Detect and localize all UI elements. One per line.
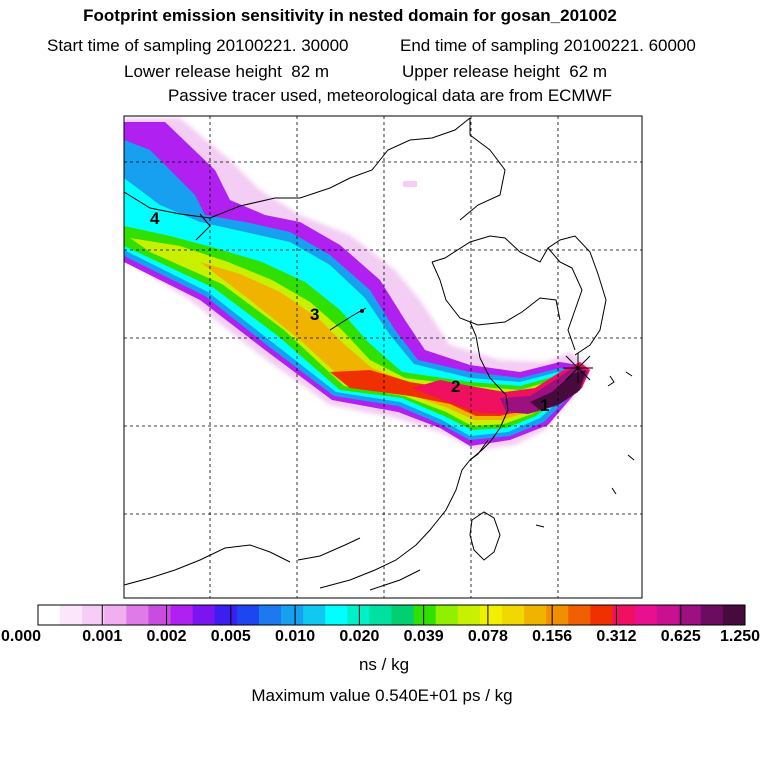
colorbar-tick-label: 0.020 bbox=[339, 628, 380, 645]
colorbar-cell bbox=[590, 605, 613, 625]
colorbar-cell bbox=[524, 605, 547, 625]
end-time-line: End time of sampling 20100221. 60000 bbox=[400, 36, 696, 56]
marker-2: 2 bbox=[451, 377, 460, 396]
colorbar-cell bbox=[479, 605, 503, 625]
colorbar-cell bbox=[82, 605, 105, 625]
marker-3: 3 bbox=[310, 305, 319, 324]
colorbar-cell bbox=[612, 605, 636, 625]
map-frame bbox=[123, 115, 643, 599]
colorbar-cell bbox=[435, 605, 459, 625]
marker-1: 1 bbox=[540, 396, 549, 415]
colorbar-tick-label: 0.156 bbox=[532, 628, 573, 645]
colorbar-cells bbox=[38, 605, 746, 625]
colorbar-tick-label: 0.001 bbox=[82, 628, 123, 645]
end-time-label: End time of sampling bbox=[400, 36, 559, 55]
colorbar-tick-label: 0.010 bbox=[275, 628, 316, 645]
colorbar-frame bbox=[37, 604, 746, 626]
colorbar-separators bbox=[101, 605, 682, 625]
colorbar-cell bbox=[236, 605, 260, 625]
colorbar-cell bbox=[281, 605, 304, 625]
lower-height-label: Lower release height bbox=[124, 62, 282, 81]
colorbar-cell bbox=[60, 605, 83, 625]
start-time-value: 20100221. 30000 bbox=[216, 36, 349, 55]
colorbar-cell bbox=[38, 605, 61, 625]
upper-height-value: 62 m bbox=[569, 62, 608, 81]
maximum-value: Maximum value 0.540E+01 ps / kg bbox=[251, 686, 513, 705]
colorbar-cell bbox=[656, 605, 680, 625]
start-time-label: Start time of sampling bbox=[47, 36, 212, 55]
colorbar-tick-label: 0.000 bbox=[0, 628, 42, 645]
colorbar-cell bbox=[546, 605, 569, 625]
colorbar-cell bbox=[501, 605, 525, 625]
colorbar-cell bbox=[258, 605, 282, 625]
colorbar-cell bbox=[722, 605, 746, 625]
start-time-line: Start time of sampling 20100221. 30000 bbox=[47, 36, 349, 56]
colorbar-tick-label: 0.039 bbox=[403, 628, 444, 645]
upper-height-label: Upper release height bbox=[402, 62, 560, 81]
grid-lines bbox=[124, 116, 642, 598]
upper-height-line: Upper release height 62 m bbox=[402, 62, 607, 82]
colorbar-cell bbox=[126, 605, 149, 625]
plume-orange bbox=[200, 262, 566, 420]
colorbar-cell bbox=[457, 605, 481, 625]
colorbar-tick-label: 0.002 bbox=[146, 628, 187, 645]
marker-4: 4 bbox=[150, 209, 160, 228]
colorbar-cell bbox=[104, 605, 127, 625]
colorbar-tick-label: 0.625 bbox=[660, 628, 701, 645]
colorbar-cell bbox=[148, 605, 172, 625]
colorbar-cell bbox=[413, 605, 437, 625]
colorbar-tick-label: 0.078 bbox=[467, 628, 508, 645]
colorbar-tick-label: 0.005 bbox=[210, 628, 251, 645]
receptor-dot bbox=[360, 309, 364, 313]
plume-layer bbox=[124, 118, 592, 450]
lower-height-value: 82 m bbox=[291, 62, 330, 81]
end-time-value: 20100221. 60000 bbox=[563, 36, 696, 55]
colorbar-cell bbox=[678, 605, 702, 625]
colorbar-cell bbox=[325, 605, 348, 625]
colorbar-cell bbox=[303, 605, 326, 625]
colorbar-cell bbox=[347, 605, 370, 625]
coastlines bbox=[124, 117, 635, 591]
colorbar-cell bbox=[391, 605, 415, 625]
colorbar-cell bbox=[634, 605, 658, 625]
colorbar-unit: ns / kg bbox=[358, 655, 410, 674]
colorbar-cell bbox=[568, 605, 591, 625]
colorbar-cell bbox=[214, 605, 238, 625]
lower-height-line: Lower release height 82 m bbox=[124, 62, 329, 82]
plume-peak bbox=[530, 370, 586, 410]
plume-deep bbox=[500, 366, 588, 414]
colorbar-tick-label: 1.250 bbox=[719, 628, 761, 645]
plume-patch bbox=[403, 181, 417, 187]
colorbar-cell bbox=[700, 605, 724, 625]
colorbar-tick-label: 0.312 bbox=[596, 628, 637, 645]
colorbar-cell bbox=[170, 605, 194, 625]
plume-teal bbox=[124, 178, 578, 436]
map-title: Footprint emission sensitivity in nested… bbox=[83, 6, 617, 25]
colorbar-cell bbox=[369, 605, 392, 625]
colorbar-cell bbox=[192, 605, 216, 625]
receptor-star-icon bbox=[563, 353, 593, 383]
tracer-line: Passive tracer used, meteorological data… bbox=[167, 86, 613, 105]
